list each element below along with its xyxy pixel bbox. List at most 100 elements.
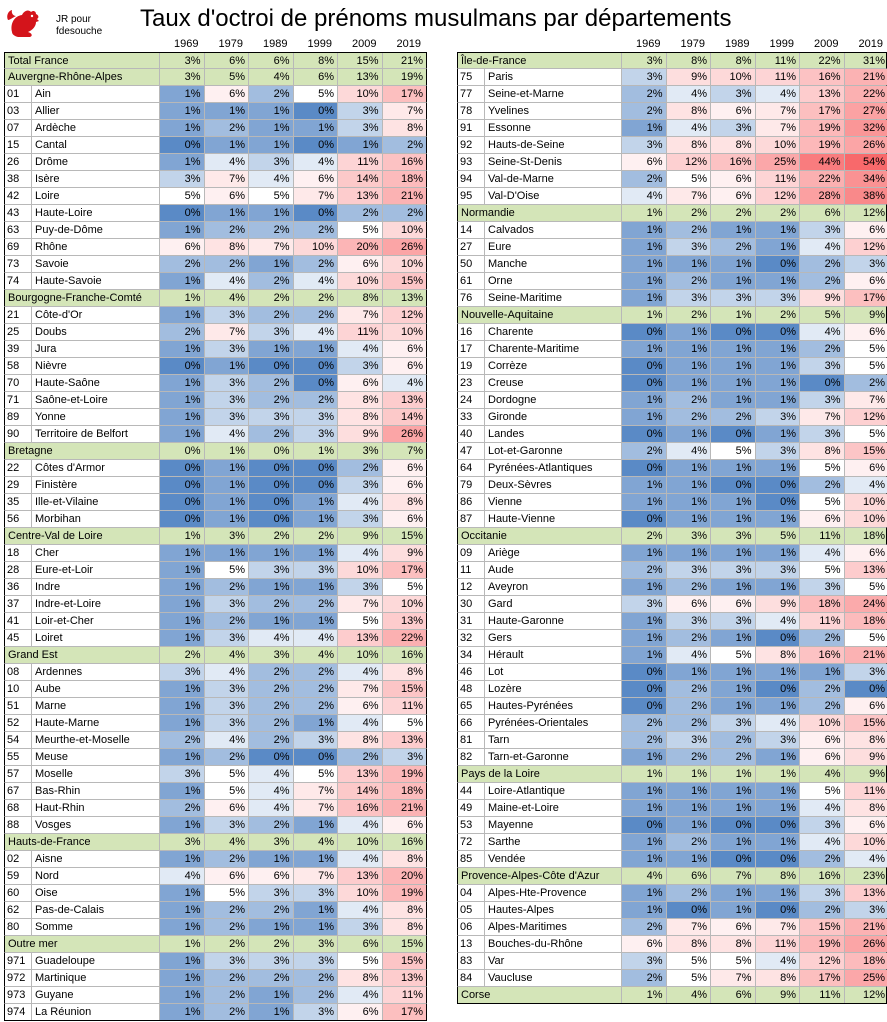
rate-cell: 11% xyxy=(843,783,887,799)
table-row: 03 Allier 1% 1% 1% 0% 3% 7% xyxy=(4,103,427,120)
table-row: 01 Ain 1% 6% 2% 5% 10% 17% xyxy=(4,86,427,103)
department-code: 14 xyxy=(458,222,485,238)
region-row: Grand Est 2% 4% 3% 4% 10% 16% xyxy=(4,647,427,664)
table-row: 80 Somme 1% 2% 1% 1% 3% 8% xyxy=(4,919,427,936)
rate-cell: 0% xyxy=(710,324,755,340)
rate-cell: 1% xyxy=(710,834,755,850)
region-name: Auvergne-Rhône-Alpes xyxy=(8,71,123,83)
rate-cell: 7% xyxy=(799,409,844,425)
rate-cell: 3% xyxy=(799,392,844,408)
rate-cell: 15% xyxy=(843,715,887,731)
rate-cell: 4% xyxy=(203,273,248,289)
year-header-row: 1969 1979 1989 1999 2009 2019 xyxy=(457,36,887,53)
rate-cell: 0% xyxy=(621,460,666,476)
rate-cell: 3% xyxy=(710,86,755,102)
table-row: 04 Alpes-Hte-Provence 1% 2% 1% 1% 3% 13% xyxy=(457,885,887,902)
table-row: 17 Charente-Maritime 1% 1% 1% 1% 2% 5% xyxy=(457,341,887,358)
rate-cell: 0% xyxy=(159,358,204,374)
rate-cell: 1% xyxy=(248,1004,293,1020)
department-name: Ille-et-Vilaine xyxy=(35,496,99,508)
rate-cell: 22% xyxy=(799,53,844,69)
department-name: Finistère xyxy=(35,479,78,491)
rate-cell: 2% xyxy=(248,936,293,952)
rate-cell: 4% xyxy=(337,817,382,833)
department-name: Manche xyxy=(488,258,528,270)
rate-cell: 1% xyxy=(710,256,755,272)
department-name: Vaucluse xyxy=(488,972,533,984)
department-name: Orne xyxy=(488,275,513,287)
rate-cell: 0% xyxy=(621,358,666,374)
table-row: 37 Indre-et-Loire 1% 3% 2% 2% 7% 10% xyxy=(4,596,427,613)
rate-cell: 1% xyxy=(159,987,204,1003)
rate-cell: 19% xyxy=(381,69,427,85)
table-row: 94 Val-de-Marne 2% 5% 6% 11% 22% 34% xyxy=(457,171,887,188)
rate-cell: 7% xyxy=(337,681,382,697)
rate-cell: 9% xyxy=(754,596,799,612)
rate-cell: 8% xyxy=(665,137,710,153)
rate-cell: 3% xyxy=(203,630,248,646)
rate-cell: 6% xyxy=(381,817,426,833)
region-row: Outre mer 1% 2% 2% 3% 6% 15% xyxy=(4,936,427,953)
department-code: 74 xyxy=(5,273,32,289)
department-code: 59 xyxy=(5,868,32,884)
department-code: 87 xyxy=(458,511,485,527)
department-code: 37 xyxy=(5,596,32,612)
rate-cell: 7% xyxy=(292,783,337,799)
rate-cell: 6% xyxy=(710,596,755,612)
rate-cell: 0% xyxy=(754,630,799,646)
table-row: 19 Corrèze 0% 1% 1% 1% 3% 5% xyxy=(457,358,887,375)
year-header: 1969 xyxy=(174,38,199,50)
department-code: 88 xyxy=(5,817,32,833)
department-name: Eure-et-Loir xyxy=(35,564,94,576)
rate-cell: 4% xyxy=(337,987,382,1003)
rate-cell: 1% xyxy=(754,358,799,374)
rate-cell: 0% xyxy=(665,902,710,918)
rate-cell: 2% xyxy=(292,222,337,238)
department-code: 77 xyxy=(458,86,485,102)
rate-cell: 4% xyxy=(621,188,666,204)
rate-cell: 2% xyxy=(665,273,710,289)
rate-cell: 2% xyxy=(203,919,248,935)
rate-cell: 0% xyxy=(292,477,337,493)
rate-cell: 1% xyxy=(621,851,666,867)
department-name: Nièvre xyxy=(35,360,67,372)
rate-cell: 5% xyxy=(710,953,755,969)
rate-cell: 1% xyxy=(621,647,666,663)
rate-cell: 17% xyxy=(799,103,844,119)
rate-cell: 2% xyxy=(337,460,382,476)
rate-cell: 0% xyxy=(754,681,799,697)
department-code: 33 xyxy=(458,409,485,425)
rate-cell: 8% xyxy=(799,443,844,459)
rate-cell: 1% xyxy=(203,511,248,527)
rate-cell: 2% xyxy=(159,800,204,816)
rate-cell: 11% xyxy=(754,53,800,69)
rate-cell: 1% xyxy=(159,579,204,595)
rate-cell: 1% xyxy=(292,919,337,935)
rate-cell: 2% xyxy=(665,392,710,408)
rate-cell: 12% xyxy=(799,953,844,969)
table-row: 12 Aveyron 1% 2% 1% 1% 3% 5% xyxy=(457,579,887,596)
department-code: 53 xyxy=(458,817,485,833)
table-row: 24 Dordogne 1% 2% 1% 1% 3% 7% xyxy=(457,392,887,409)
department-name: Paris xyxy=(488,71,514,83)
table-row: 78 Yvelines 2% 8% 6% 7% 17% 27% xyxy=(457,103,887,120)
rate-cell: 1% xyxy=(248,341,293,357)
department-name: Loir-et-Cher xyxy=(35,615,94,627)
rate-cell: 10% xyxy=(337,885,382,901)
rate-cell: 1% xyxy=(292,545,337,561)
table-row: 66 Pyrénées-Orientales 2% 2% 3% 4% 10% 15% xyxy=(457,715,887,732)
department-name: Pyrénées-Orientales xyxy=(488,717,589,729)
department-name: Charente-Maritime xyxy=(488,343,580,355)
rate-cell: 13% xyxy=(337,188,382,204)
table-row: 56 Morbihan 0% 1% 0% 1% 3% 6% xyxy=(4,511,427,528)
department-code: 67 xyxy=(5,783,32,799)
rate-cell: 1% xyxy=(665,851,710,867)
rate-cell: 1% xyxy=(159,341,204,357)
table-row: 51 Marne 1% 3% 2% 2% 6% 11% xyxy=(4,698,427,715)
department-code: 65 xyxy=(458,698,485,714)
rate-cell: 2% xyxy=(799,698,844,714)
rate-cell: 1% xyxy=(159,613,204,629)
rate-cell: 13% xyxy=(337,766,382,782)
region-row: Normandie 1% 2% 2% 2% 6% 12% xyxy=(457,205,887,222)
rate-cell: 1% xyxy=(292,851,337,867)
